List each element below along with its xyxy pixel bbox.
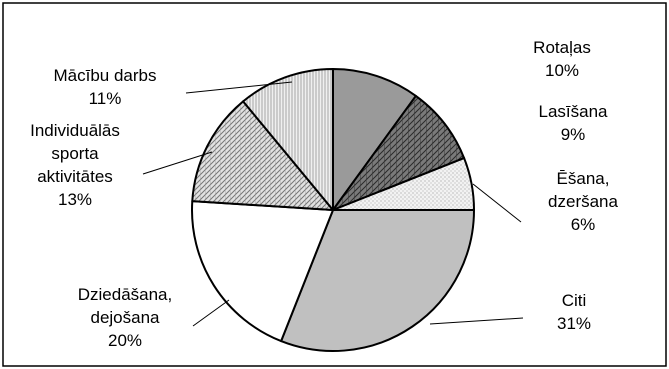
leader-line-5 bbox=[192, 299, 230, 327]
slice-category-label: Rotaļas bbox=[533, 38, 591, 57]
slice-category-label: Mācību darbs bbox=[54, 66, 157, 85]
slice-category-label: Lasīšana bbox=[539, 102, 609, 121]
slice-value-label: 11% bbox=[89, 89, 122, 108]
slice-value-label: 9% bbox=[561, 125, 586, 144]
leader-lines bbox=[142, 81, 524, 327]
leader-line-6 bbox=[142, 151, 213, 175]
pie-slice-7 bbox=[242, 68, 334, 211]
pie-slice-6 bbox=[191, 100, 334, 211]
slice-category-label: aktivitātes bbox=[37, 167, 113, 186]
pie-slices bbox=[191, 68, 475, 352]
slice-value-label: 6% bbox=[571, 215, 596, 234]
pie-slice-4 bbox=[280, 209, 475, 352]
slice-label-2: Lasīšana 9% bbox=[539, 102, 609, 144]
slice-category-label: Citi bbox=[562, 291, 587, 310]
slice-labels: Rotaļas 10% Lasīšana 9% Ēšana, dzeršana 6% Citi… bbox=[30, 38, 618, 350]
pie-slice-1 bbox=[332, 68, 417, 211]
slice-label-6: Individuālās sporta aktivitātes 13% bbox=[30, 121, 120, 209]
leader-line-4 bbox=[429, 317, 524, 325]
slice-label-1: Rotaļas 10% bbox=[533, 38, 591, 80]
slice-label-7: Mācību darbs 11% bbox=[54, 66, 157, 108]
slice-category-label: sporta bbox=[51, 144, 99, 163]
slice-value-label: 13% bbox=[58, 190, 92, 209]
slice-value-label: 10% bbox=[545, 61, 579, 80]
leader-line-3 bbox=[472, 183, 522, 223]
slice-category-label: dejošana bbox=[90, 308, 160, 327]
pie-slice-5 bbox=[191, 200, 334, 343]
slice-category-label: dzeršana bbox=[548, 192, 618, 211]
slice-value-label: 31% bbox=[557, 314, 591, 333]
leader-line-7 bbox=[185, 81, 293, 94]
slice-category-label: Dziedāšana, bbox=[78, 285, 173, 304]
slice-label-3: Ēšana, dzeršana 6% bbox=[548, 169, 618, 234]
slice-category-label: Individuālās bbox=[30, 121, 120, 140]
slice-label-4: Citi 31% bbox=[557, 291, 591, 333]
slice-category-label: Ēšana, bbox=[557, 169, 610, 188]
pie-slice-2 bbox=[332, 94, 466, 211]
slice-value-label: 20% bbox=[108, 331, 142, 350]
slice-label-5: Dziedāšana, dejošana 20% bbox=[78, 285, 173, 350]
